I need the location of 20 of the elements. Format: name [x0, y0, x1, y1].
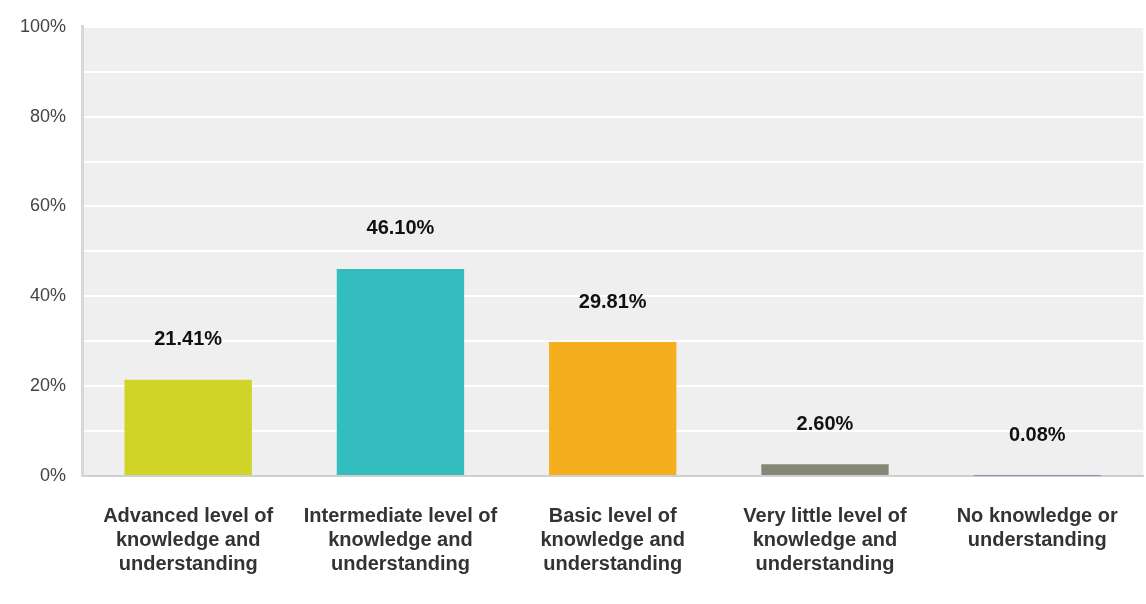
data-label: 0.08%	[1008, 423, 1066, 446]
data-label: 2.60%	[796, 411, 854, 434]
y-tick-label: 20%	[30, 375, 67, 396]
y-tick-label: 60%	[30, 195, 67, 216]
x-tick-label: Advanced level of knowledge and understanding	[103, 503, 274, 574]
x-tick-label: Basic level of knowledge and understanding	[540, 503, 685, 574]
data-label: 29.81%	[578, 289, 647, 312]
data-label: 46.10%	[366, 216, 435, 239]
y-tick-label: 40%	[30, 285, 67, 306]
y-tick-label: 80%	[30, 105, 67, 126]
y-tick-label: 100%	[19, 15, 67, 36]
bar	[336, 268, 465, 475]
bar	[124, 379, 252, 475]
x-tick-label: Very little level of knowledge and understanding	[743, 503, 908, 574]
bar	[761, 464, 889, 475]
x-tick-label: No knowledge or understanding	[956, 503, 1119, 550]
data-label: 21.41%	[154, 327, 223, 350]
bar	[549, 342, 677, 475]
y-tick-label: 0%	[40, 464, 67, 485]
x-tick-label: Intermediate level of knowledge and understanding	[303, 503, 498, 574]
